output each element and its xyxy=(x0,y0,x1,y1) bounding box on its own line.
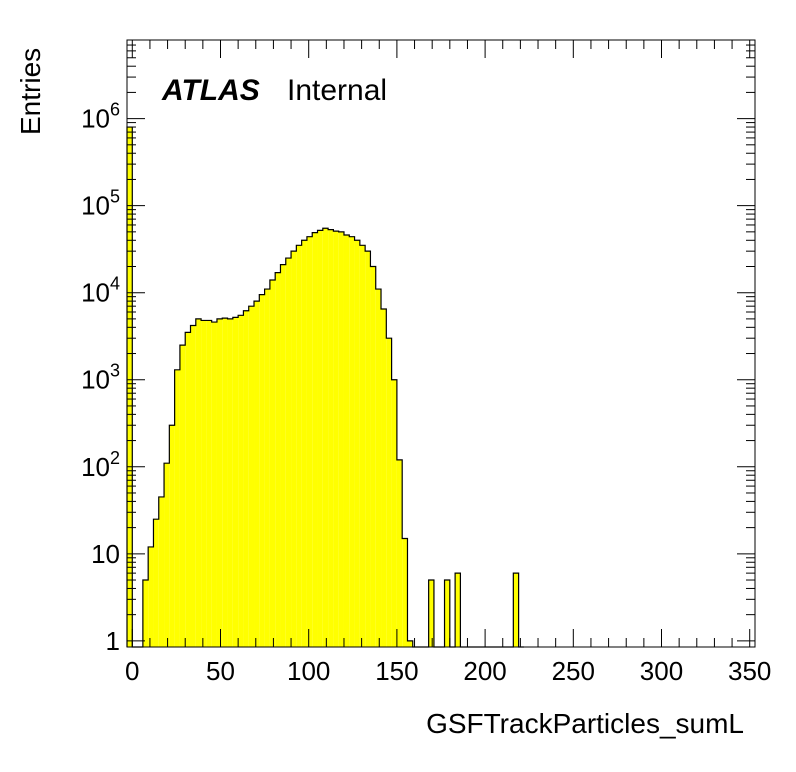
histogram-bin xyxy=(127,127,133,647)
x-tick-label: 350 xyxy=(728,656,771,686)
histogram-bin xyxy=(164,463,170,647)
x-axis-tick-labels: 0 50 100 150 200 250 300 350 xyxy=(125,656,771,686)
histogram-bin xyxy=(349,236,355,647)
histogram-bin xyxy=(296,245,302,647)
histogram-bin xyxy=(148,546,154,647)
y-tick-label: 1 xyxy=(106,626,120,656)
y-tick-label: 106 xyxy=(81,100,120,134)
histogram-bin xyxy=(354,240,360,647)
histogram-bin xyxy=(179,345,186,647)
histogram-bin xyxy=(153,519,159,647)
x-tick-label: 250 xyxy=(552,656,595,686)
histogram-bars xyxy=(127,127,519,648)
y-tick-label: 103 xyxy=(81,361,120,395)
histogram-bin xyxy=(407,640,413,647)
x-tick-label: 100 xyxy=(287,656,330,686)
histogram-bin xyxy=(259,294,265,647)
histogram-bin xyxy=(158,496,165,647)
histogram-bin xyxy=(455,573,461,647)
histogram-bin xyxy=(264,289,270,647)
x-tick-label: 300 xyxy=(640,656,683,686)
x-tick-label: 0 xyxy=(125,656,139,686)
y-tick-label: 102 xyxy=(81,448,120,482)
y-tick-label: 104 xyxy=(81,274,120,308)
histogram-bin xyxy=(216,318,223,647)
atlas-label: ATLAS xyxy=(161,74,260,107)
histogram-bin xyxy=(322,228,329,647)
histogram-bin xyxy=(243,310,249,647)
histogram-bin xyxy=(312,232,318,647)
histogram-bin xyxy=(365,251,371,647)
x-tick-label: 200 xyxy=(463,656,506,686)
histogram-bin xyxy=(370,266,376,647)
histogram-bin xyxy=(254,301,260,647)
histogram-bin xyxy=(317,230,323,647)
histogram-bin xyxy=(301,240,307,647)
histogram-bin xyxy=(269,279,276,647)
histogram-bin xyxy=(375,289,382,647)
histogram-bin xyxy=(222,318,228,647)
histogram-bin xyxy=(169,425,175,647)
histogram-bin xyxy=(280,264,286,647)
y-tick-label: 10 xyxy=(91,539,120,569)
y-tick-label: 105 xyxy=(81,187,120,221)
histogram-bin xyxy=(248,306,255,647)
internal-label: Internal xyxy=(287,74,387,107)
histogram-bin xyxy=(306,236,313,647)
histogram-bin xyxy=(513,573,519,647)
histogram-bin xyxy=(232,317,239,647)
histogram-bin xyxy=(227,318,233,647)
histogram-bin xyxy=(201,320,207,647)
x-axis-ticks xyxy=(131,40,751,647)
histogram-bin xyxy=(444,580,450,647)
histogram-bin xyxy=(142,580,149,647)
histogram-bin xyxy=(275,272,281,647)
histogram-bin xyxy=(195,318,202,647)
histogram-bin xyxy=(343,235,350,647)
histogram-bin xyxy=(338,231,344,648)
histogram-bin xyxy=(328,229,334,647)
histogram-bin xyxy=(402,538,408,647)
x-axis-title: GSFTrackParticles_sumL xyxy=(426,708,744,739)
y-axis-title: Entries xyxy=(15,48,46,135)
y-axis-ticks xyxy=(127,39,755,642)
histogram-bin xyxy=(386,338,392,647)
histogram-bin xyxy=(285,258,292,647)
histogram-bin xyxy=(428,580,434,647)
histogram-bin xyxy=(211,322,217,647)
histogram-bin xyxy=(396,459,403,647)
histogram-bin xyxy=(190,325,196,647)
histogram-bin xyxy=(391,379,397,647)
histogram-bin xyxy=(185,332,191,647)
x-tick-label: 150 xyxy=(375,656,418,686)
x-tick-label: 50 xyxy=(206,656,235,686)
histogram-bin xyxy=(238,315,244,647)
histogram-bin xyxy=(174,369,180,647)
y-axis-tick-labels: 1 10 102 103 104 105 106 xyxy=(81,100,120,656)
plot-frame xyxy=(126,39,756,648)
histogram-bin xyxy=(333,231,339,647)
histogram-bin xyxy=(206,320,212,647)
histogram-bin xyxy=(359,245,366,647)
histogram-bin xyxy=(291,251,297,647)
histogram-bin xyxy=(381,308,387,647)
